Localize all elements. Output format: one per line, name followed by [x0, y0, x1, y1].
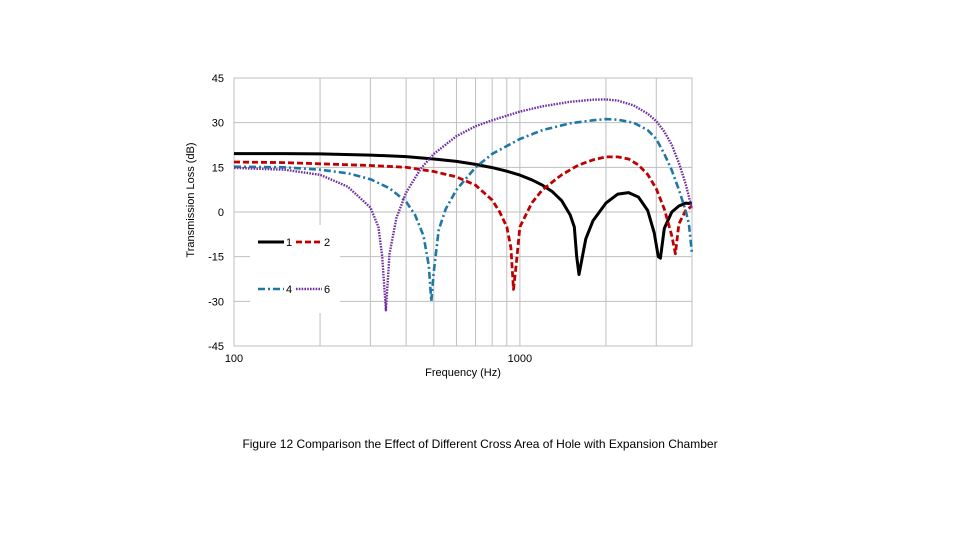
grid-lines	[233, 77, 693, 347]
series-line-4	[233, 117, 694, 303]
y-tick-label: 45	[212, 73, 224, 85]
y-tick-label: -15	[208, 252, 224, 264]
legend: 1 2 4 6	[250, 225, 340, 313]
y-tick-labels: 45 30 15 0 -15 -30 -45	[208, 73, 224, 353]
x-tick-label: 1000	[508, 353, 532, 365]
y-tick-label: -30	[208, 296, 224, 308]
series-lines	[233, 98, 694, 312]
series-line-2	[233, 155, 693, 291]
legend-label-series-1: 1	[286, 237, 292, 249]
x-tick-label: 100	[225, 353, 243, 365]
figure-caption: Figure 12 Comparison the Effect of Diffe…	[242, 437, 718, 451]
legend-label-series-6: 6	[324, 284, 330, 296]
y-tick-label: 0	[218, 207, 224, 219]
plot-border	[233, 77, 693, 347]
y-tick-label: 15	[212, 162, 224, 174]
series-line-1	[234, 152, 693, 276]
y-tick-label: -45	[208, 341, 224, 353]
legend-label-series-4: 4	[286, 284, 292, 296]
x-tick-labels: 100 1000	[225, 353, 532, 365]
series-line-6	[233, 98, 694, 312]
x-axis-title: Frequency (Hz)	[425, 367, 501, 379]
legend-label-series-2: 2	[324, 237, 330, 249]
y-tick-label: 30	[212, 118, 224, 130]
y-axis-title: Transmission Loss (dB)	[185, 142, 197, 257]
legend-box	[250, 225, 340, 313]
